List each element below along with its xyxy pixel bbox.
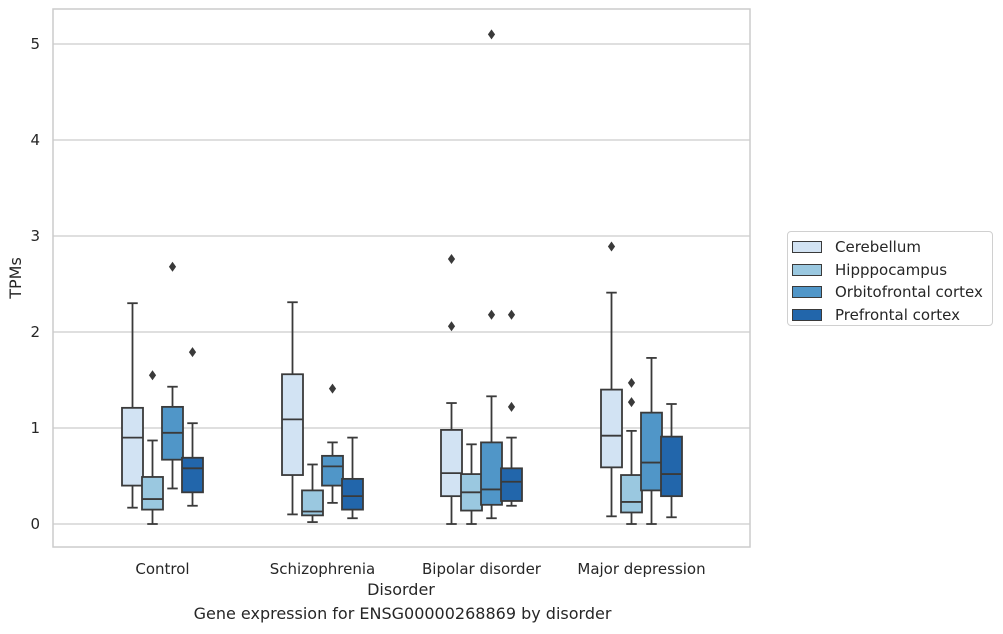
flier-1 — [487, 29, 496, 40]
box-iqr — [500, 467, 523, 502]
box-3-0 — [181, 347, 204, 507]
boxes — [121, 29, 683, 525]
box-3-1 — [341, 436, 364, 520]
box-3-3 — [660, 403, 683, 519]
flier-0 — [607, 241, 616, 252]
box-iqr — [480, 441, 503, 506]
flier-1 — [507, 309, 516, 320]
legend-swatch-3 — [792, 308, 822, 321]
box-iqr — [600, 388, 623, 469]
y-tick-label-3: 3 — [30, 227, 40, 245]
legend-label-3: Prefrontal cortex — [835, 305, 960, 324]
x-tick-labels: Control Schizophrenia Bipolar disorder Majo… — [135, 560, 705, 578]
x-tick-label-0: Control — [135, 560, 189, 578]
box-iqr — [341, 477, 364, 511]
box-2-2 — [480, 29, 503, 520]
legend-label-0: Cerebellum — [835, 238, 921, 257]
legend-item-1: Hipppocampus — [792, 259, 992, 282]
legend-item-0: Cerebellum — [792, 236, 992, 259]
box-0-0 — [121, 302, 144, 509]
flier-0 — [487, 309, 496, 320]
x-tick-label-2: Bipolar disorder — [422, 560, 542, 578]
y-tick-labels: 0 1 2 3 4 5 — [30, 35, 40, 533]
box-1-1 — [301, 463, 324, 523]
y-tick-label-2: 2 — [30, 323, 40, 341]
box-0-2 — [440, 254, 463, 525]
y-tick-label-5: 5 — [30, 35, 40, 53]
box-iqr — [620, 474, 643, 514]
y-tick-label-4: 4 — [30, 131, 40, 149]
legend-swatch-2 — [792, 286, 822, 299]
box-iqr — [321, 454, 344, 487]
flier-0 — [148, 370, 157, 381]
box-2-1 — [321, 383, 344, 504]
box-iqr — [281, 373, 304, 476]
box-iqr — [181, 456, 204, 494]
legend-swatch-1 — [792, 263, 822, 276]
flier-0 — [507, 401, 516, 412]
flier-0 — [328, 383, 337, 394]
x-tick-label-1: Schizophrenia — [270, 560, 375, 578]
flier-0 — [188, 347, 197, 358]
flier-1 — [447, 254, 456, 265]
box-iqr — [301, 489, 324, 517]
legend-label-1: Hipppocampus — [835, 260, 948, 279]
box-iqr — [660, 435, 683, 498]
box-0-1 — [281, 301, 304, 516]
flier-0 — [168, 261, 177, 272]
legend-label-2: Orbitofrontal cortex — [835, 283, 983, 302]
flier-0 — [627, 397, 636, 408]
box-3-2 — [500, 309, 523, 507]
box-iqr — [440, 429, 463, 498]
box-1-0 — [141, 370, 164, 525]
legend: Cerebellum Hipppocampus Orbitofrontal cort… — [787, 231, 993, 326]
legend-item-3: Prefrontal cortex — [792, 304, 992, 327]
y-tick-label-1: 1 — [30, 419, 40, 437]
box-1-3 — [620, 377, 643, 525]
box-iqr — [640, 411, 663, 492]
y-axis-label: TPMs — [6, 257, 25, 300]
y-tick-label-0: 0 — [30, 515, 40, 533]
box-iqr — [121, 406, 144, 487]
flier-1 — [627, 377, 636, 388]
legend-swatch-0 — [792, 241, 822, 254]
flier-0 — [447, 321, 456, 332]
box-2-0 — [161, 261, 184, 490]
legend-item-2: Orbitofrontal cortex — [792, 281, 992, 304]
x-tick-label-3: Major depression — [577, 560, 705, 578]
box-iqr — [141, 476, 164, 511]
box-0-3 — [600, 241, 623, 518]
chart-title: Gene expression for ENSG00000268869 by d… — [193, 604, 612, 623]
x-axis-label: Disorder — [367, 580, 435, 599]
